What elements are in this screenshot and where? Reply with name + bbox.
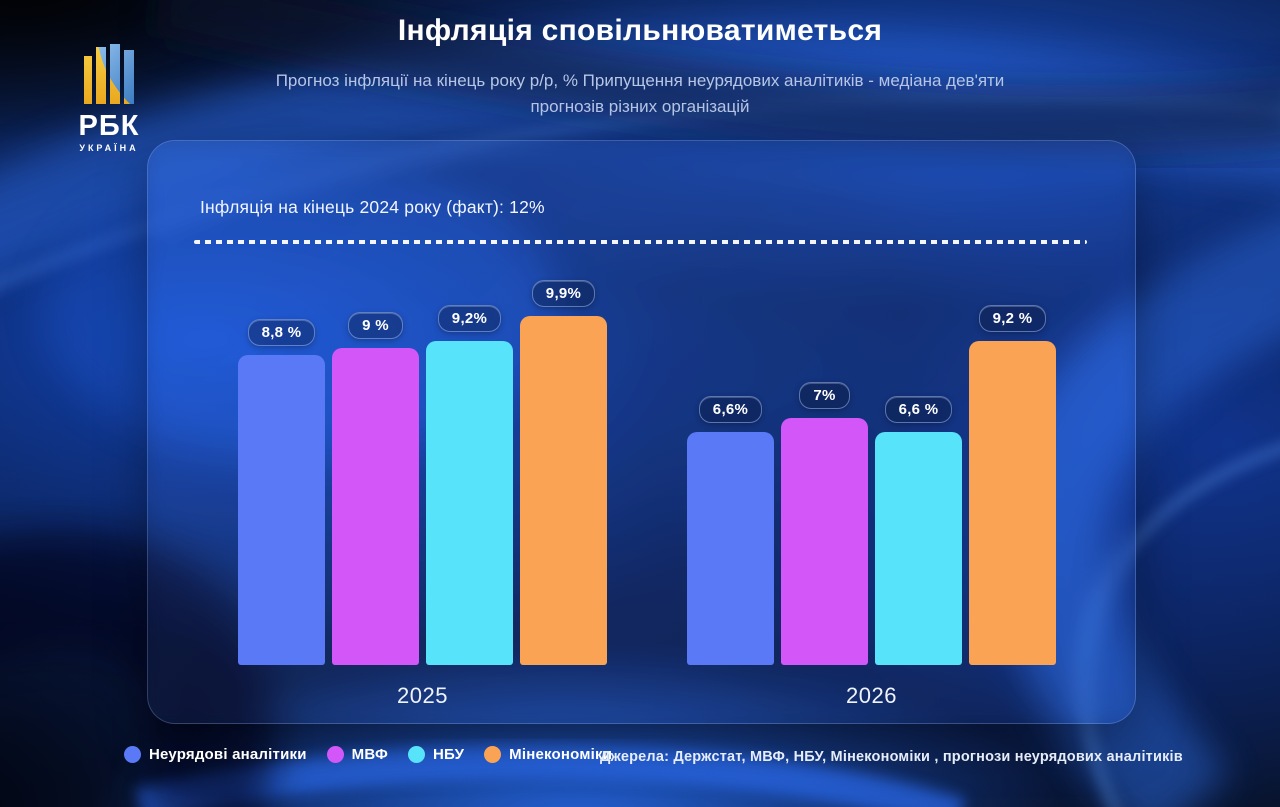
value-badge-nbu: 6,6 % (884, 396, 953, 423)
bar-min-economy (520, 316, 607, 665)
rbc-bars-icon (84, 44, 134, 104)
bar-non-gov-analysts (238, 355, 325, 665)
brand-region: УКРАЇНА (79, 143, 139, 153)
page-title: Інфляція сповільнюватиметься (397, 14, 883, 47)
legend-label-nbu: НБУ (432, 746, 465, 763)
value-badge-min-economy: 9,2 % (978, 305, 1047, 332)
legend-label-imf: МВФ (351, 746, 388, 763)
reference-dotted-line (194, 240, 1087, 244)
bar-imf (332, 348, 419, 665)
bar-cell-imf: 7% (781, 382, 868, 665)
legend-dot-imf (326, 746, 344, 763)
page-subtitle: Прогноз інфляції на кінець року р/р, % П… (275, 71, 1005, 116)
legend-dot-non-gov-analysts (124, 746, 141, 763)
category-label-2026: 2026 (846, 683, 897, 708)
brand-logo: РБК УКРАЇНА (74, 44, 144, 153)
value-badge-imf: 9 % (348, 312, 403, 339)
legend-label-non-gov-analysts: Неурядові аналітики (149, 746, 307, 763)
brand-acronym: РБК (78, 110, 140, 142)
value-badge-nbu: 9,2% (437, 305, 502, 332)
bar-cell-imf: 9 % (332, 312, 419, 665)
bar-nbu (875, 432, 962, 665)
value-badge-non-gov-analysts: 8,8 % (247, 319, 316, 346)
legend-label-min-economy: Мінекономіки (509, 746, 613, 763)
legend-item-imf: МВФ (326, 746, 388, 763)
value-badge-non-gov-analysts: 6,6% (698, 396, 763, 423)
legend-item-min-economy: Мінекономіки (484, 746, 612, 763)
legend-item-nbu: НБУ (407, 746, 465, 763)
bar-nbu (426, 341, 513, 665)
chart-card: Інфляція на кінець 2024 року (факт): 12%… (147, 140, 1136, 724)
legend-dot-min-economy (484, 746, 502, 763)
value-badge-imf: 7% (799, 382, 850, 409)
bar-cell-min-economy: 9,2 % (969, 305, 1056, 665)
legend: Неурядові аналітики МВФ НБУ Мінекономіки (124, 746, 612, 763)
bar-cell-non-gov-analysts: 6,6% (687, 396, 774, 665)
category-label-2025: 2025 (397, 683, 448, 708)
legend-item-non-gov-analysts: Неурядові аналітики (124, 746, 307, 763)
source-note: Джерела: Держстат, МВФ, НБУ, Мінекономік… (600, 749, 1183, 765)
bar-min-economy (969, 341, 1056, 665)
reference-line-label: Інфляція на кінець 2024 року (факт): 12% (200, 197, 545, 217)
bar-imf (781, 418, 868, 665)
value-badge-min-economy: 9,9% (531, 280, 596, 307)
bar-cell-min-economy: 9,9% (520, 280, 607, 665)
bar-group: 6,6% 7% 6,6 % 9,2 % (687, 305, 1056, 665)
bar-cell-nbu: 9,2% (426, 305, 513, 665)
bar-group: 8,8 % 9 % 9,2% 9,9% (238, 280, 607, 665)
legend-dot-nbu (407, 746, 425, 763)
bar-cell-nbu: 6,6 % (875, 396, 962, 665)
bar-non-gov-analysts (687, 432, 774, 665)
bar-cell-non-gov-analysts: 8,8 % (238, 319, 325, 665)
